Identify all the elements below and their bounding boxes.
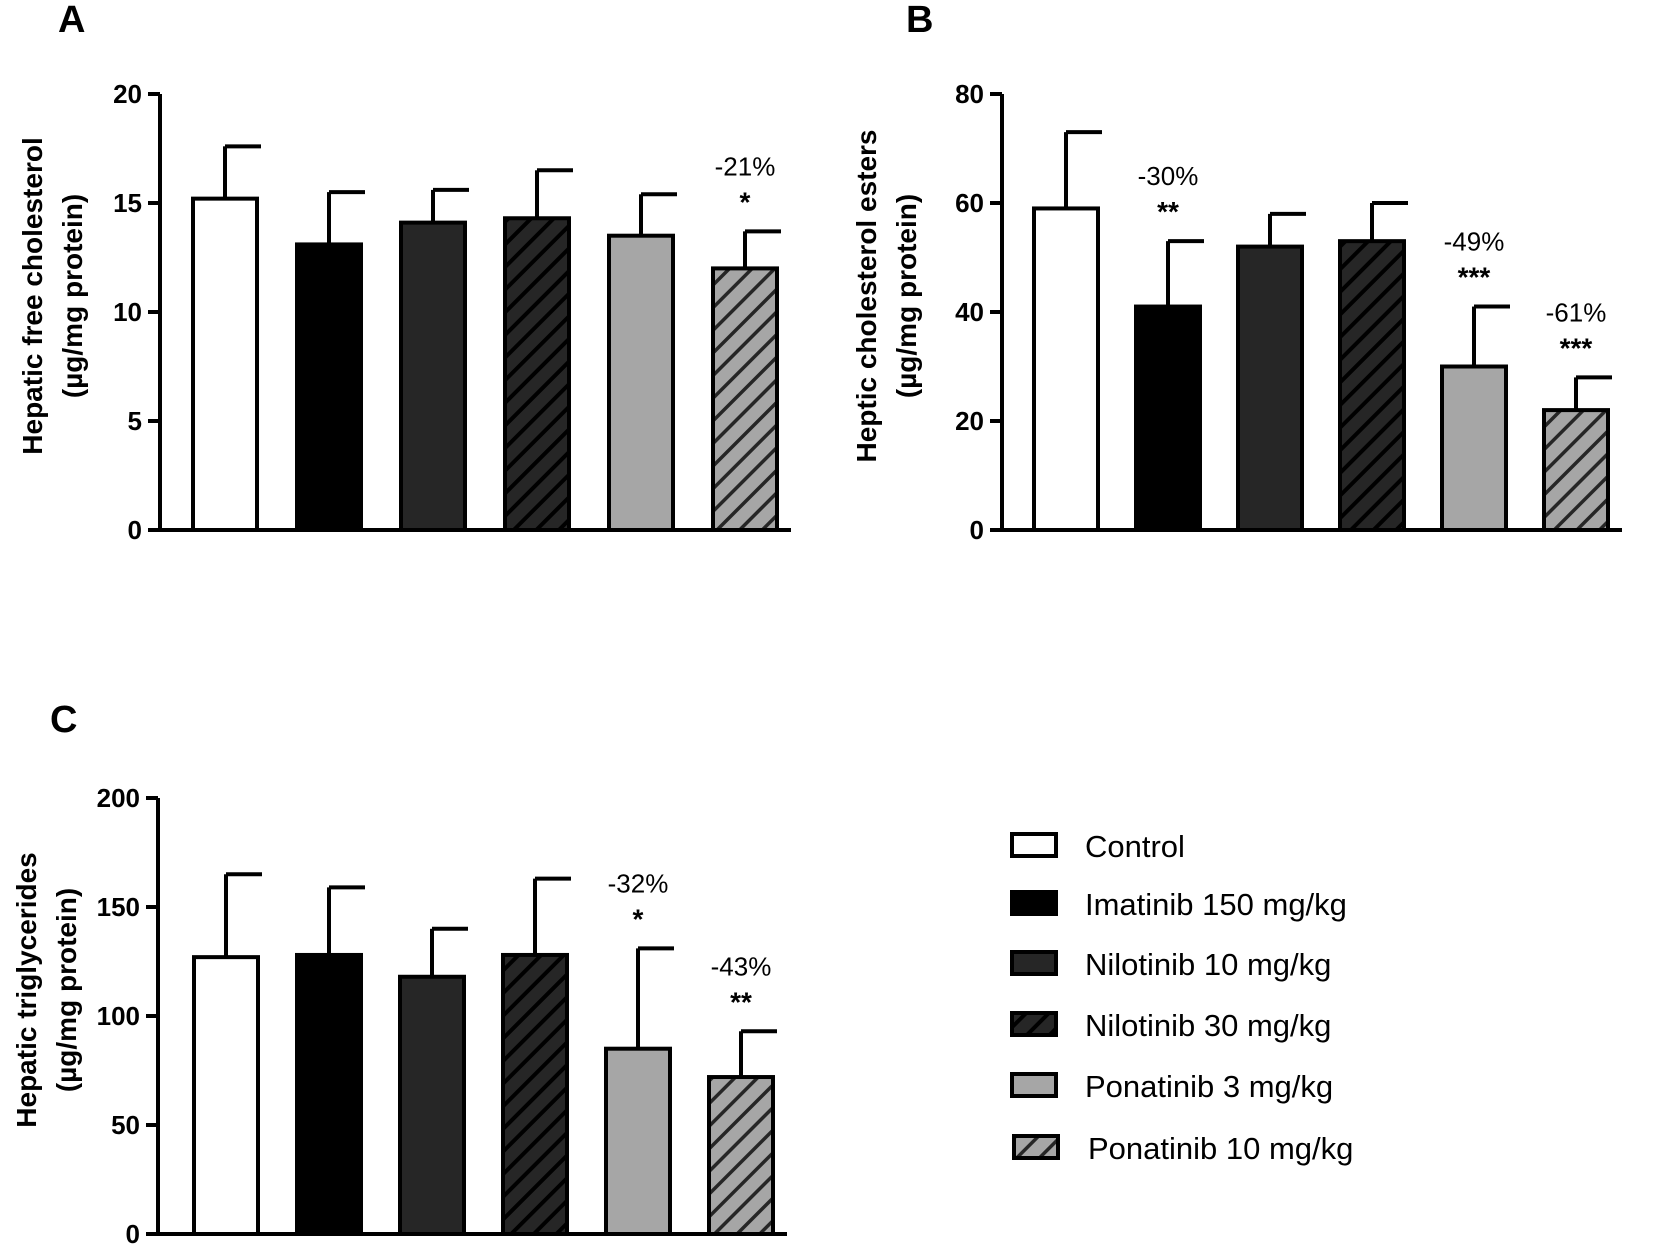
legend-label-ponatinib-10: Ponatinib 10 mg/kg [1088,1131,1353,1166]
legend-item-control: Control [1010,829,1185,864]
panel-b-bar-ponatinib-3 [1440,364,1508,532]
panel-c-bar-ponatinib-3 [604,1046,672,1236]
legend-label-imatinib-150: Imatinib 150 mg/kg [1085,887,1347,922]
panel-a-ylabel-line1: Hepatic free cholesterol [17,137,48,454]
panel-c-percent-change: -32% [608,868,669,898]
legend-label-control: Control [1085,829,1185,864]
panel-b-ytick-label: 40 [955,297,984,327]
panel-a-significance-stars: * [740,186,751,217]
panel-c-ytick-label: 150 [97,892,140,922]
panel-a-ytick-label: 5 [128,406,142,436]
panel-a-bar-control [191,196,259,532]
panel-a-ylabel-line2: (µg/mg protein) [57,194,88,398]
panel-a-ytick-label: 15 [113,188,142,218]
panel-c-ylabel-line2: (µg/mg protein) [51,888,82,1092]
legend-item-ponatinib-3: Ponatinib 3 mg/kg [1010,1069,1333,1104]
panel-c-significance-stars: ** [730,986,752,1017]
panel-b-plot-area: 0 20 40 60 80 ** -30% *** -49% *** -61% [955,79,1622,545]
legend: Control Imatinib 150 mg/kg Nilotinib 10 … [1010,829,1353,1166]
panel-b-ylabel-line1: Heptic cholesterol esters [851,129,882,462]
panel-a-bar-ponatinib-10 [711,266,779,532]
panel-b-percent-change: -30% [1138,161,1199,191]
panel-b-significance-stars: *** [1458,262,1491,293]
panel-c-percent-change: -43% [711,951,772,981]
panel-b-bar-imatinib-150 [1134,304,1202,532]
panel-a-ytick-label: 10 [113,297,142,327]
legend-item-ponatinib-10: Ponatinib 10 mg/kg [1012,1131,1353,1166]
panel-c-bar-nilotinib-30 [501,952,569,1237]
panel-b-bar-nilotinib-10 [1236,244,1304,532]
panel-a-percent-change: -21% [715,151,776,181]
legend-item-nilotinib-10: Nilotinib 10 mg/kg [1010,947,1331,982]
panel-c-bar-control [192,955,260,1236]
panel-c-ylabel-line1: Hepatic triglycerides [11,852,42,1127]
panel-b-ytick-label: 20 [955,406,984,436]
legend-label-nilotinib-30: Nilotinib 30 mg/kg [1085,1008,1331,1043]
panel-b-ytick-label: 80 [955,79,984,109]
legend-swatch-ponatinib-10 [1012,1134,1060,1160]
panel-b-significance-stars: ** [1157,196,1179,227]
panel-b-bar-ponatinib-10 [1542,408,1610,533]
panel-b-chart: B Heptic cholesterol esters (µg/mg prote… [851,0,1622,545]
panel-a-bar-ponatinib-3 [607,233,675,532]
panel-b-significance-stars: *** [1560,332,1593,363]
panel-c-ytick-label: 100 [97,1001,140,1031]
panel-b-percent-change: -49% [1444,227,1505,257]
panel-c-bar-ponatinib-10 [707,1075,775,1237]
legend-swatch-imatinib-150 [1010,890,1058,916]
panel-b-letter: B [906,0,933,41]
legend-swatch-ponatinib-3 [1010,1072,1058,1098]
panel-a-plot-area: 0 5 10 15 20 * -21% [113,79,791,545]
panel-c-plot-area: 0 50 100 150 200 * -32% ** -43% [97,783,787,1246]
panel-c-bar-imatinib-150 [295,952,363,1237]
panel-b-bar-control [1032,206,1100,532]
panel-a-bar-nilotinib-10 [399,220,467,532]
panel-b-ylabel-line2: (µg/mg protein) [891,194,922,398]
panel-c-significance-stars: * [633,903,644,934]
panel-b-percent-change: -61% [1546,297,1607,327]
panel-a-bar-nilotinib-30 [503,216,571,532]
panel-b-bar-nilotinib-30 [1338,239,1406,532]
panel-b-ytick-label: 60 [955,188,984,218]
panel-b-ytick-label: 0 [970,515,984,545]
panel-c-ytick-label: 0 [126,1219,140,1246]
panel-a-bar-imatinib-150 [295,242,363,532]
legend-label-nilotinib-10: Nilotinib 10 mg/kg [1085,947,1331,982]
panel-c-ytick-label: 200 [97,783,140,813]
panel-c-ytick-label: 50 [111,1110,140,1140]
panel-a-letter: A [58,0,85,41]
panel-a-ytick-label: 20 [113,79,142,109]
legend-swatch-nilotinib-30 [1010,1011,1058,1037]
panel-a-chart: A Hepatic free cholesterol (µg/mg protei… [17,0,791,545]
legend-item-imatinib-150: Imatinib 150 mg/kg [1010,887,1347,922]
legend-label-ponatinib-3: Ponatinib 3 mg/kg [1085,1069,1333,1104]
panel-c-letter: C [50,699,77,741]
panel-c-chart: C Hepatic triglycerides (µg/mg protein) … [11,699,787,1246]
panel-a-ytick-label: 0 [128,515,142,545]
legend-swatch-control [1010,832,1058,858]
panel-c-bar-nilotinib-10 [398,974,466,1236]
legend-item-nilotinib-30: Nilotinib 30 mg/kg [1010,1008,1331,1043]
legend-swatch-nilotinib-10 [1010,950,1058,976]
